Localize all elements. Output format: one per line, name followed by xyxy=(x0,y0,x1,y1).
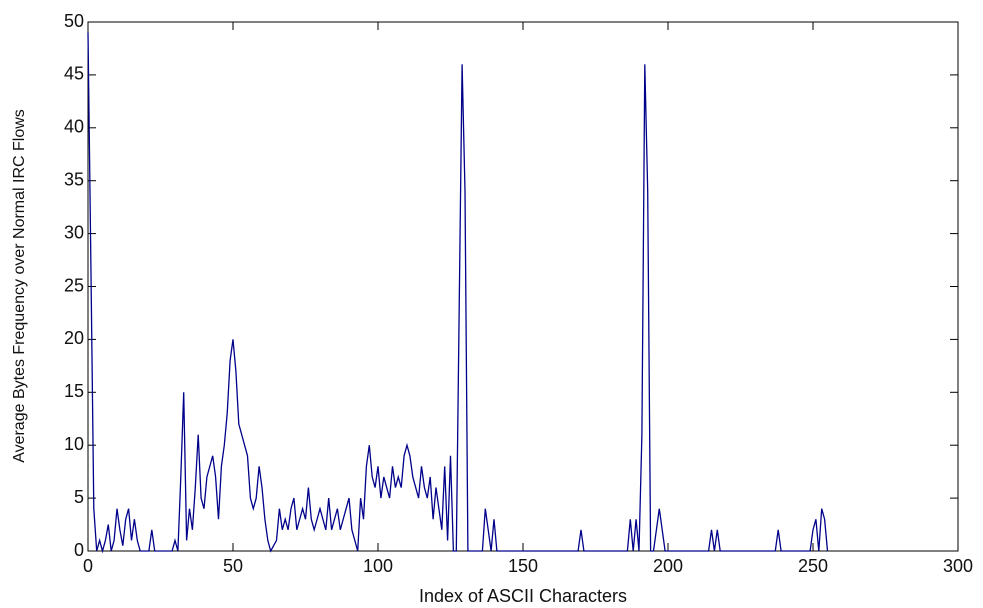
y-tick-label: 25 xyxy=(64,275,84,295)
x-tick-label: 100 xyxy=(363,556,393,576)
x-axis-label: Index of ASCII Characters xyxy=(419,586,627,606)
x-tick-label: 0 xyxy=(83,556,93,576)
plot-area xyxy=(87,21,959,552)
y-tick-label: 5 xyxy=(74,487,84,507)
y-tick-label: 50 xyxy=(64,11,84,31)
data-line xyxy=(87,32,829,554)
y-tick-label: 10 xyxy=(64,434,84,454)
y-tick-label: 20 xyxy=(64,328,84,348)
y-tick-label: 45 xyxy=(64,64,84,84)
y-tick-label: 15 xyxy=(64,381,84,401)
x-tick-label: 50 xyxy=(223,556,243,576)
y-axis-label: Average Bytes Frequency over Normal IRC … xyxy=(11,109,28,463)
x-tick-label: 300 xyxy=(943,556,973,576)
y-tick-label: 40 xyxy=(64,117,84,137)
x-tick-label: 250 xyxy=(798,556,828,576)
x-tick-label: 200 xyxy=(653,556,683,576)
x-tick-label: 150 xyxy=(508,556,538,576)
y-tick-label: 0 xyxy=(74,540,84,560)
y-tick-label: 30 xyxy=(64,222,84,242)
y-tick-label: 35 xyxy=(64,169,84,189)
